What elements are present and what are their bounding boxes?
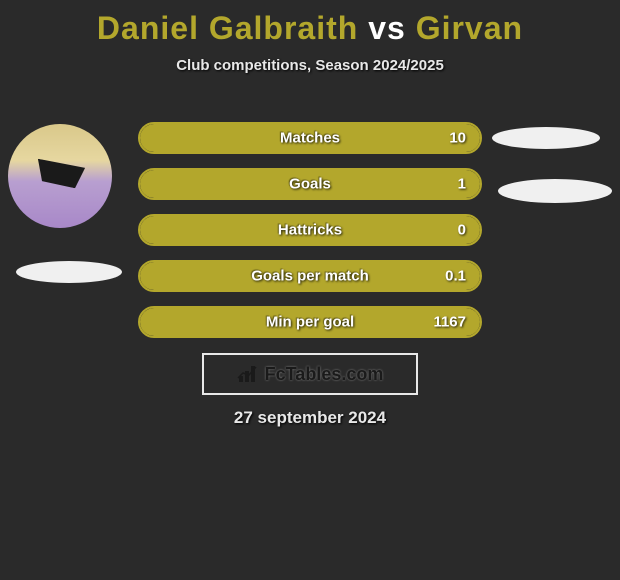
player-avatar xyxy=(8,124,112,228)
shadow-ellipse-left xyxy=(16,261,122,283)
shadow-ellipse-right-1 xyxy=(492,127,600,149)
stats-panel: Matches 10 Goals 1 Hattricks 0 Goals per match… xyxy=(138,122,482,352)
stat-row: Hattricks 0 xyxy=(138,214,482,246)
page-title: Daniel Galbraith vs Girvan xyxy=(0,0,620,47)
stat-value: 0 xyxy=(458,222,466,239)
stat-label: Goals xyxy=(289,176,331,193)
stat-value: 0.1 xyxy=(445,268,466,285)
stat-row: Matches 10 xyxy=(138,122,482,154)
title-opponent: Girvan xyxy=(416,10,523,46)
subtitle: Club competitions, Season 2024/2025 xyxy=(0,57,620,74)
avatar-collar xyxy=(35,159,86,189)
stat-row: Min per goal 1167 xyxy=(138,306,482,338)
bar-chart-icon xyxy=(237,364,259,384)
footer-date: 27 september 2024 xyxy=(0,408,620,428)
stat-label: Matches xyxy=(280,130,340,147)
shadow-ellipse-right-2 xyxy=(498,179,612,203)
brand-text: FcTables.com xyxy=(265,364,384,385)
title-player: Daniel Galbraith xyxy=(97,10,358,46)
stat-row: Goals per match 0.1 xyxy=(138,260,482,292)
title-vs: vs xyxy=(358,10,415,46)
stat-value: 10 xyxy=(449,130,466,147)
stat-row: Goals 1 xyxy=(138,168,482,200)
stat-label: Min per goal xyxy=(266,314,354,331)
brand-box[interactable]: FcTables.com xyxy=(202,353,418,395)
stat-value: 1167 xyxy=(433,314,466,331)
stat-label: Goals per match xyxy=(251,268,369,285)
stat-label: Hattricks xyxy=(278,222,342,239)
stat-value: 1 xyxy=(458,176,466,193)
